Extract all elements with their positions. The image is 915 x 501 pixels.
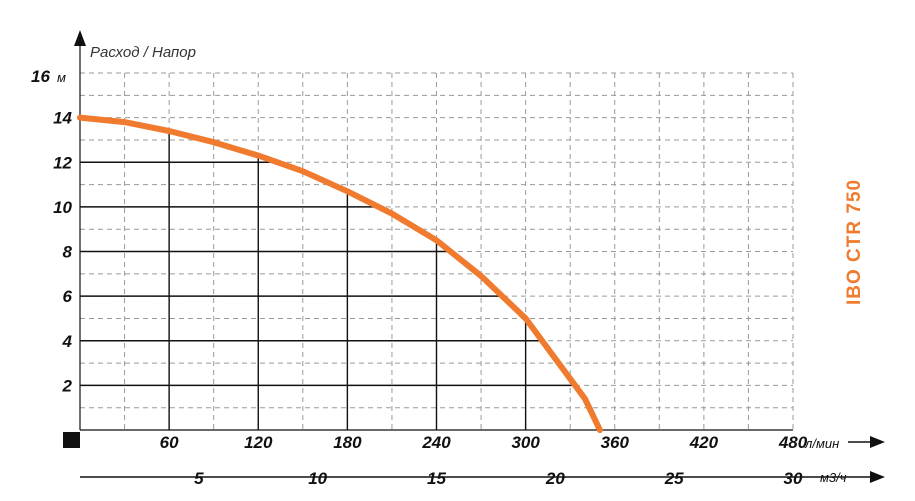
- x-primary-arrow-icon: [870, 436, 885, 448]
- y-tick-label: 6: [63, 287, 73, 306]
- performance-curve: [77, 114, 603, 433]
- y-tick-label: 14: [53, 109, 72, 128]
- x-primary-tick-label: 300: [511, 433, 540, 452]
- labels: 2 4 6 8 10 12 14 60 120 180 240 300 360 420 480 5 10 15 20…: [53, 109, 808, 488]
- origin-square-icon: [63, 432, 80, 448]
- model-label: IBO CTR 750: [844, 179, 865, 305]
- y-tick-label: 8: [63, 243, 73, 262]
- y-axis-arrow-icon: [74, 30, 86, 46]
- y-tick-label: 10: [53, 198, 72, 217]
- curve-layer: [77, 114, 603, 433]
- y-unit-label: м: [57, 70, 66, 85]
- major-grid: [80, 131, 576, 430]
- x-secondary-tick-label: 25: [664, 469, 684, 488]
- x-primary-tick-label: 60: [160, 433, 179, 452]
- axes: [63, 30, 885, 483]
- x-secondary-unit-label: м3/ч: [820, 470, 847, 485]
- chart-title: Расход / Напор: [90, 44, 196, 61]
- x-primary-tick-label: 480: [778, 433, 808, 452]
- x-secondary-tick-label: 20: [545, 469, 565, 488]
- y-top-label: 16: [31, 67, 50, 86]
- x-primary-tick-label: 120: [244, 433, 273, 452]
- x-primary-tick-label: 420: [689, 433, 719, 452]
- x-primary-tick-label: 360: [601, 433, 630, 452]
- x-primary-tick-label: 240: [421, 433, 451, 452]
- x-secondary-arrow-icon: [870, 471, 885, 483]
- x-secondary-tick-label: 10: [308, 469, 327, 488]
- x-primary-unit-label: л/мин: [804, 436, 839, 451]
- x-secondary-tick-label: 30: [784, 469, 803, 488]
- y-tick-label: 2: [62, 376, 73, 395]
- x-secondary-tick-label: 15: [427, 469, 446, 488]
- y-tick-label: 12: [53, 153, 72, 172]
- x-primary-tick-label: 180: [333, 433, 362, 452]
- x-secondary-tick-label: 5: [194, 469, 204, 488]
- y-tick-label: 4: [62, 332, 73, 351]
